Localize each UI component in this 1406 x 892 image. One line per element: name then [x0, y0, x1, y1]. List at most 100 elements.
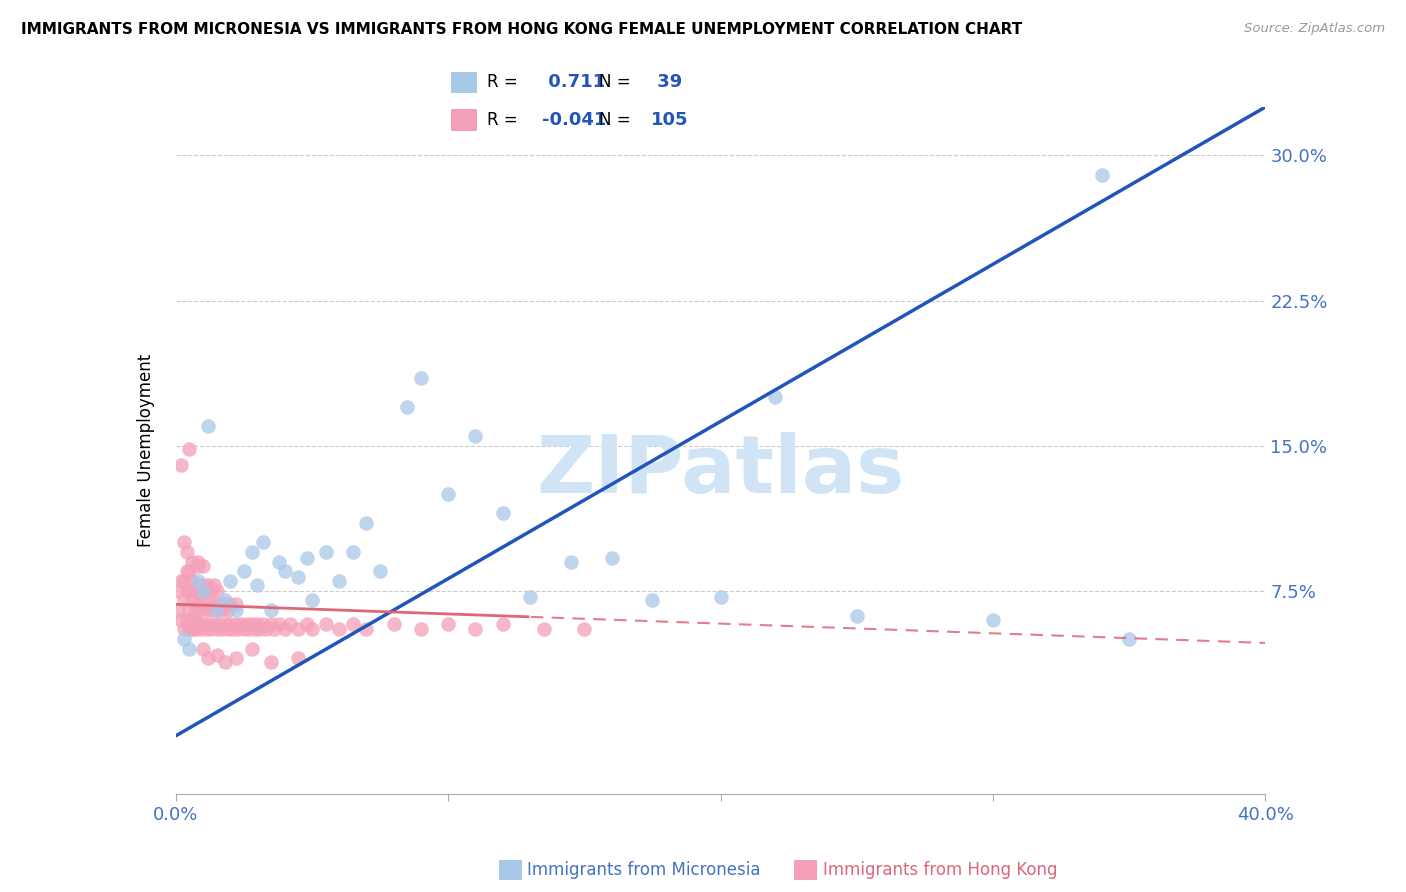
Point: [254, 623, 277, 637]
Point: [274, 623, 297, 637]
Point: [219, 597, 242, 611]
Point: [197, 578, 219, 592]
Point: [328, 574, 350, 588]
Point: [214, 597, 236, 611]
Point: [287, 651, 309, 665]
Point: [173, 623, 195, 637]
Text: N =: N =: [599, 73, 630, 91]
Point: [202, 597, 225, 611]
Point: [173, 535, 195, 549]
Point: [197, 616, 219, 631]
Text: Source: ZipAtlas.com: Source: ZipAtlas.com: [1244, 22, 1385, 36]
Point: [981, 613, 1004, 627]
Point: [240, 616, 263, 631]
Point: [560, 555, 582, 569]
Text: ZIPatlas: ZIPatlas: [537, 432, 904, 510]
Point: [173, 632, 195, 646]
Point: [179, 565, 201, 579]
Point: [301, 593, 323, 607]
Point: [179, 603, 201, 617]
Point: [194, 603, 217, 617]
Point: [356, 623, 378, 637]
Point: [600, 550, 623, 565]
Text: 105: 105: [651, 112, 689, 129]
Point: [176, 583, 198, 598]
Point: [219, 616, 242, 631]
Point: [170, 613, 193, 627]
Point: [200, 623, 222, 637]
Point: [170, 458, 193, 472]
Point: [181, 623, 204, 637]
Point: [194, 583, 217, 598]
Point: [641, 593, 664, 607]
FancyBboxPatch shape: [451, 71, 477, 93]
Point: [263, 623, 285, 637]
Point: [217, 603, 239, 617]
Point: [184, 623, 207, 637]
Point: [260, 616, 283, 631]
Point: [274, 565, 297, 579]
Point: [186, 616, 209, 631]
Point: [382, 616, 405, 631]
Point: [191, 578, 214, 592]
Point: [200, 583, 222, 598]
Point: [191, 616, 214, 631]
Point: [278, 616, 301, 631]
Point: [191, 597, 214, 611]
Point: [186, 558, 209, 573]
Point: [235, 616, 257, 631]
Point: [225, 616, 247, 631]
Point: [197, 597, 219, 611]
Point: [269, 616, 291, 631]
Point: [328, 623, 350, 637]
Point: [188, 603, 211, 617]
Point: [170, 574, 193, 588]
Point: [533, 623, 555, 637]
Point: [287, 570, 309, 584]
Point: [231, 616, 253, 631]
Point: [176, 565, 198, 579]
Point: [222, 623, 245, 637]
Point: [205, 648, 228, 662]
Point: [260, 656, 283, 670]
Point: [249, 623, 271, 637]
Point: [217, 623, 239, 637]
Point: [437, 616, 460, 631]
Point: [409, 371, 432, 385]
Point: [181, 613, 204, 627]
Point: [246, 578, 269, 592]
Point: [232, 623, 254, 637]
Point: [181, 574, 204, 588]
Point: [214, 656, 236, 670]
Point: [287, 623, 309, 637]
Point: [240, 545, 263, 559]
Point: [205, 623, 228, 637]
Point: [252, 616, 274, 631]
Point: [492, 616, 515, 631]
Point: [710, 590, 733, 604]
Point: [1118, 632, 1140, 646]
Point: [179, 583, 201, 598]
Point: [184, 613, 207, 627]
Point: [211, 603, 233, 617]
Point: [188, 583, 211, 598]
Point: [167, 603, 190, 617]
Point: [202, 578, 225, 592]
Point: [176, 613, 198, 627]
Point: [186, 574, 209, 588]
Point: [181, 555, 204, 569]
Text: IMMIGRANTS FROM MICRONESIA VS IMMIGRANTS FROM HONG KONG FEMALE UNEMPLOYMENT CORR: IMMIGRANTS FROM MICRONESIA VS IMMIGRANTS…: [21, 22, 1022, 37]
Point: [238, 623, 260, 637]
Point: [519, 590, 541, 604]
Point: [763, 390, 786, 404]
FancyBboxPatch shape: [451, 110, 477, 130]
Text: R =: R =: [486, 112, 517, 129]
Point: [186, 555, 209, 569]
Point: [1091, 168, 1114, 182]
Point: [179, 442, 201, 457]
Point: [301, 623, 323, 637]
Y-axis label: Female Unemployment: Female Unemployment: [136, 354, 155, 547]
Point: [219, 574, 242, 588]
Text: R =: R =: [486, 73, 517, 91]
Point: [437, 487, 460, 501]
